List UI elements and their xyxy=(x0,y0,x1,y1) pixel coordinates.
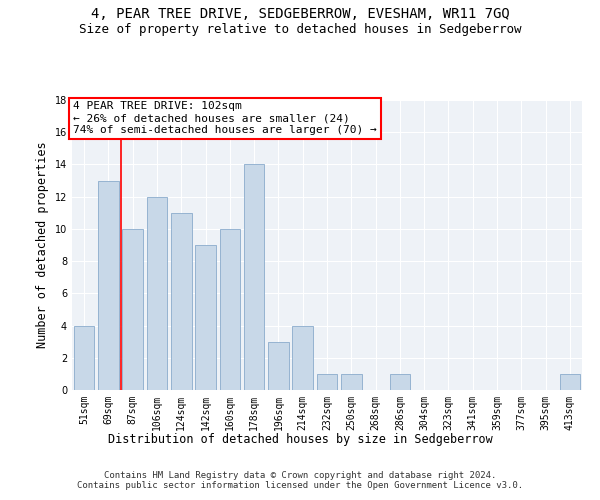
Bar xyxy=(268,342,289,390)
Bar xyxy=(317,374,337,390)
Bar xyxy=(244,164,265,390)
Bar xyxy=(74,326,94,390)
Text: 4, PEAR TREE DRIVE, SEDGEBERROW, EVESHAM, WR11 7GQ: 4, PEAR TREE DRIVE, SEDGEBERROW, EVESHAM… xyxy=(91,8,509,22)
Text: Contains HM Land Registry data © Crown copyright and database right 2024.
Contai: Contains HM Land Registry data © Crown c… xyxy=(77,470,523,490)
Bar xyxy=(389,374,410,390)
Bar xyxy=(146,196,167,390)
Bar xyxy=(98,180,119,390)
Text: Distribution of detached houses by size in Sedgeberrow: Distribution of detached houses by size … xyxy=(107,432,493,446)
Bar xyxy=(292,326,313,390)
Text: 4 PEAR TREE DRIVE: 102sqm
← 26% of detached houses are smaller (24)
74% of semi-: 4 PEAR TREE DRIVE: 102sqm ← 26% of detac… xyxy=(73,102,377,134)
Bar xyxy=(560,374,580,390)
Y-axis label: Number of detached properties: Number of detached properties xyxy=(36,142,49,348)
Bar xyxy=(122,229,143,390)
Bar xyxy=(341,374,362,390)
Text: Size of property relative to detached houses in Sedgeberrow: Size of property relative to detached ho… xyxy=(79,22,521,36)
Bar xyxy=(220,229,240,390)
Bar xyxy=(195,245,216,390)
Bar xyxy=(171,213,191,390)
